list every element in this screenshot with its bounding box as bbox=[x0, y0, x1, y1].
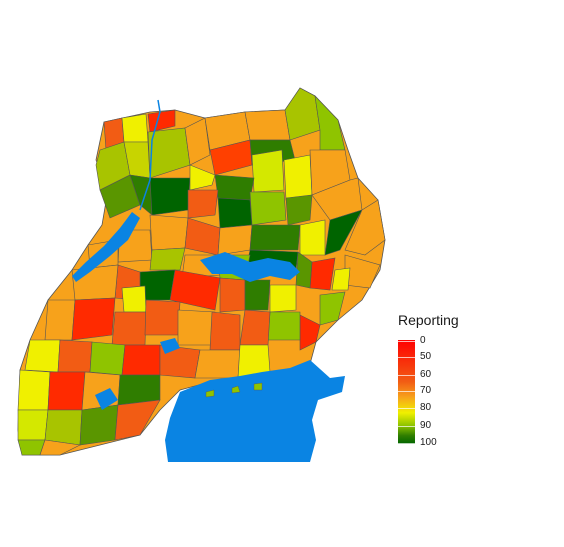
district-region bbox=[17, 369, 51, 411]
district-region bbox=[214, 174, 255, 201]
district-region bbox=[144, 299, 181, 336]
legend-tick-label: 70 bbox=[420, 385, 432, 396]
district-region bbox=[299, 219, 326, 256]
district-region bbox=[249, 191, 287, 226]
district-region bbox=[149, 247, 186, 271]
district-region bbox=[121, 344, 161, 376]
district-region bbox=[71, 297, 116, 341]
district-region bbox=[169, 269, 221, 311]
legend-tick-line bbox=[398, 408, 415, 409]
legend-tick-line bbox=[398, 375, 415, 376]
district-region bbox=[244, 109, 291, 141]
district-region bbox=[249, 224, 301, 251]
district-region bbox=[267, 311, 301, 341]
district-region bbox=[149, 177, 191, 216]
legend-tick-label: 90 bbox=[420, 420, 432, 431]
district-region bbox=[331, 267, 351, 291]
lake-edward bbox=[95, 388, 118, 410]
district-region bbox=[324, 209, 363, 256]
legend-color-bar bbox=[398, 340, 415, 444]
district-region bbox=[44, 409, 83, 446]
legend-tick-label: 0 bbox=[420, 335, 426, 346]
district-region bbox=[121, 113, 149, 143]
lake-kyoga bbox=[200, 252, 300, 282]
district-region bbox=[111, 311, 147, 346]
district-region bbox=[89, 341, 126, 376]
lake-albert bbox=[72, 212, 140, 282]
district-region bbox=[285, 194, 313, 226]
district-region bbox=[217, 197, 253, 229]
district-region bbox=[147, 109, 176, 133]
district-region bbox=[194, 349, 241, 379]
legend-tick-line bbox=[398, 341, 415, 342]
legend-tick-line bbox=[398, 391, 415, 392]
district-region bbox=[39, 439, 81, 456]
legend-tick-label: 100 bbox=[420, 437, 437, 448]
legend-tick-line bbox=[398, 443, 415, 444]
district-region bbox=[114, 399, 161, 441]
legend-tick-line bbox=[398, 357, 415, 358]
district-region bbox=[209, 311, 241, 351]
island bbox=[253, 382, 263, 391]
district-region bbox=[57, 339, 93, 373]
island bbox=[205, 389, 215, 398]
island bbox=[231, 385, 241, 394]
district-region bbox=[149, 214, 189, 251]
district-region bbox=[184, 117, 211, 166]
district-region bbox=[217, 224, 253, 256]
district-region bbox=[319, 291, 346, 326]
district-region bbox=[79, 404, 119, 446]
district-region bbox=[44, 299, 76, 341]
lake-george bbox=[160, 338, 180, 354]
legend-tick-label: 50 bbox=[420, 351, 432, 362]
district-region bbox=[17, 409, 49, 441]
district-region bbox=[177, 309, 216, 346]
district-region bbox=[187, 189, 219, 219]
legend-tick-line bbox=[398, 426, 415, 427]
lake-victoria bbox=[165, 360, 345, 462]
district-region bbox=[219, 277, 246, 313]
legend: Reporting 0 50 60 70 80 90 100 bbox=[398, 312, 459, 448]
district-region bbox=[344, 199, 386, 256]
district-region bbox=[244, 279, 271, 311]
district-region bbox=[283, 154, 313, 201]
district-region bbox=[251, 149, 285, 193]
legend-body: 0 50 60 70 80 90 100 bbox=[398, 335, 459, 448]
nile-river bbox=[139, 99, 161, 211]
district-region bbox=[269, 284, 297, 313]
legend-tick-label: 60 bbox=[420, 369, 432, 380]
district-region bbox=[47, 371, 86, 411]
district-region bbox=[121, 285, 147, 313]
district-region bbox=[24, 339, 61, 373]
district-region bbox=[189, 164, 216, 191]
legend-title: Reporting bbox=[398, 312, 459, 328]
district-region bbox=[239, 309, 271, 346]
district-region bbox=[311, 177, 363, 221]
legend-tick-label: 80 bbox=[420, 402, 432, 413]
